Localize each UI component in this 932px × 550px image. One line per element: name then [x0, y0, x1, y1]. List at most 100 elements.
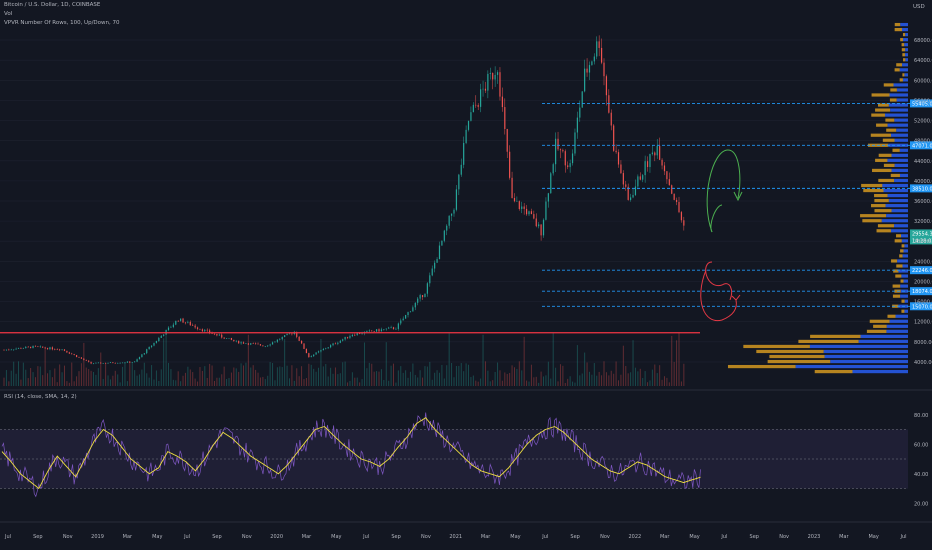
- volume-bar: [141, 369, 143, 386]
- volume-bar: [51, 377, 53, 386]
- candle-body: [175, 320, 177, 325]
- volume-bar: [308, 363, 310, 386]
- candle-body: [380, 329, 383, 332]
- candle-body: [675, 199, 678, 202]
- volume-bar: [66, 381, 68, 386]
- candle-body: [680, 212, 683, 221]
- rsi-tick-label: 80.00: [914, 413, 928, 419]
- candle-body: [557, 138, 559, 150]
- volume-bar: [356, 377, 358, 386]
- volume-bar: [165, 334, 167, 386]
- vpvr-legend[interactable]: VPVR Number Of Rows, 100, Up/Down, 70: [4, 20, 120, 26]
- candle-body: [39, 346, 41, 348]
- candle-body: [450, 213, 453, 216]
- candle-body: [233, 339, 235, 341]
- candle-body: [97, 362, 99, 364]
- volume-bar: [668, 382, 670, 386]
- volume-bar: [671, 335, 673, 386]
- volume-profile-up-bar: [904, 43, 908, 47]
- candle-body: [71, 353, 73, 355]
- volume-profile-down-bar: [874, 199, 889, 203]
- volume-bar: [588, 371, 590, 386]
- candle-body: [482, 88, 484, 90]
- volume-profile-down-bar: [814, 370, 853, 374]
- candle-body: [146, 349, 148, 354]
- volume-profile-down-bar: [899, 78, 903, 82]
- candle-body: [383, 329, 385, 330]
- candle-body: [271, 342, 274, 345]
- volume-profile-up-bar: [899, 148, 908, 152]
- time-axis[interactable]: Jul Sep Nov 2019 Mar May Jul Sep Nov 2020 Mar May Ju…: [4, 534, 907, 540]
- price-tick-label: 60000.00: [914, 78, 932, 84]
- volume-profile-up-bar: [860, 334, 908, 338]
- candle-body: [134, 361, 136, 363]
- volume-bar: [380, 369, 382, 386]
- volume-profile-up-bar: [823, 349, 908, 354]
- candle-body: [538, 224, 540, 227]
- candle-body: [356, 333, 358, 336]
- volume-bar: [37, 366, 39, 386]
- volume-bar: [42, 375, 44, 386]
- volume-profile-down-bar: [896, 63, 903, 67]
- candle-body: [143, 353, 145, 355]
- volume-bar: [114, 370, 116, 386]
- volume-bar: [378, 371, 380, 386]
- volume-bar: [395, 382, 397, 386]
- volume-profile-up-bar: [795, 364, 908, 369]
- rsi-legend[interactable]: RSI (14, close, SMA, 14, 2): [4, 394, 77, 400]
- candle-body: [584, 68, 586, 92]
- volume-bar: [414, 374, 416, 386]
- volume-bar: [438, 372, 440, 386]
- volume-bar: [393, 363, 395, 386]
- candle-body: [465, 129, 467, 143]
- volume-profile-down-bar: [798, 339, 859, 344]
- volume-bar: [559, 364, 561, 386]
- candle-body: [192, 325, 194, 326]
- candle-body: [477, 105, 479, 107]
- volume-bar: [288, 378, 290, 386]
- volume-profile-down-bar: [901, 309, 905, 313]
- volume-bar: [492, 380, 494, 386]
- volume-bar: [211, 365, 213, 386]
- volume-bar: [262, 376, 264, 386]
- volume-bar: [80, 363, 82, 386]
- candle-body: [346, 336, 349, 338]
- volume-bar: [30, 368, 32, 386]
- candle-body: [274, 341, 276, 343]
- volume-profile-up-bar: [881, 219, 908, 223]
- volume-bar: [204, 366, 206, 386]
- volume-bar: [651, 369, 653, 386]
- volume-bar: [61, 372, 63, 386]
- time-tick-label: Mar: [302, 534, 312, 540]
- candle-body: [492, 72, 494, 80]
- volume-bar: [521, 370, 523, 386]
- volume-bar: [257, 372, 259, 386]
- candle-body: [615, 150, 617, 153]
- price-axis[interactable]: 68000.00 64000.00 60000.00 56000.00 52000.00…: [914, 38, 932, 366]
- candle-body: [545, 201, 547, 220]
- volume-legend[interactable]: Vol: [4, 11, 13, 17]
- candle-body: [501, 96, 503, 108]
- candle-body: [291, 333, 293, 335]
- grid: [0, 39, 932, 523]
- volume-profile-down-bar: [875, 158, 888, 162]
- time-tick-label: Nov: [242, 534, 252, 540]
- volume-profile-up-bar: [903, 249, 908, 253]
- volume-bar: [526, 380, 528, 386]
- candle-body: [281, 337, 283, 340]
- volume-profile-down-bar: [895, 274, 902, 278]
- symbol-title[interactable]: Bitcoin / U.S. Dollar, 1D, COINBASE: [4, 2, 101, 8]
- price-tick-label: 40000.00: [914, 179, 932, 185]
- volume-profile-up-bar: [883, 188, 908, 193]
- volume-bar: [620, 374, 622, 386]
- volume-bar: [32, 372, 34, 386]
- volume-bar: [451, 362, 453, 386]
- time-tick-label: 2020: [270, 534, 283, 540]
- candle-body: [228, 338, 230, 339]
- candle-body: [37, 346, 39, 347]
- volume-profile-up-bar: [905, 48, 908, 52]
- volume-bar: [605, 372, 607, 386]
- price-tick-label: 12000.00: [914, 320, 932, 326]
- volume-bar: [579, 375, 581, 386]
